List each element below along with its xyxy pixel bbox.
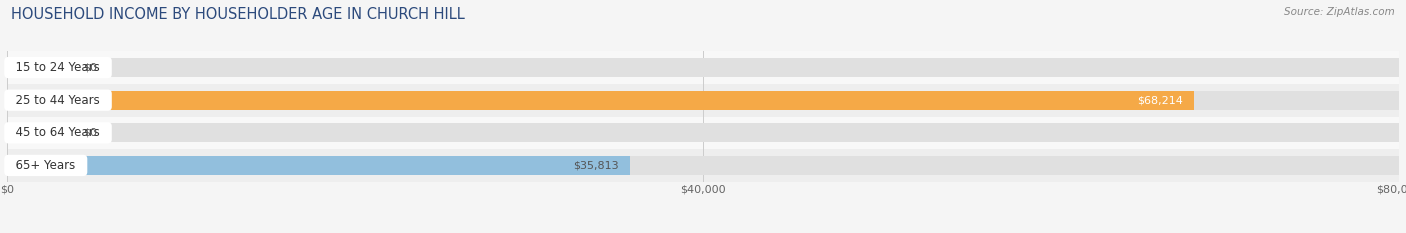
Bar (7, 156, 630, 175)
Text: 45 to 64 Years: 45 to 64 Years (8, 126, 108, 139)
Bar (7, 149, 1399, 182)
Bar (7, 116, 1399, 149)
Bar (7, 58, 70, 77)
Bar (7, 58, 1399, 77)
Bar (7, 51, 1399, 84)
Bar (7, 84, 1399, 116)
Text: $0: $0 (83, 63, 97, 72)
Text: $35,813: $35,813 (574, 161, 619, 170)
Bar (7, 156, 1399, 175)
Text: 15 to 24 Years: 15 to 24 Years (8, 61, 108, 74)
Text: Source: ZipAtlas.com: Source: ZipAtlas.com (1284, 7, 1395, 17)
Text: HOUSEHOLD INCOME BY HOUSEHOLDER AGE IN CHURCH HILL: HOUSEHOLD INCOME BY HOUSEHOLDER AGE IN C… (11, 7, 465, 22)
Text: $68,214: $68,214 (1137, 95, 1182, 105)
Bar (7, 123, 70, 142)
Text: $0: $0 (83, 128, 97, 138)
Bar (7, 91, 1399, 110)
Text: 65+ Years: 65+ Years (8, 159, 83, 172)
Bar (7, 91, 1194, 110)
Text: 25 to 44 Years: 25 to 44 Years (8, 94, 108, 107)
Bar (7, 123, 1399, 142)
